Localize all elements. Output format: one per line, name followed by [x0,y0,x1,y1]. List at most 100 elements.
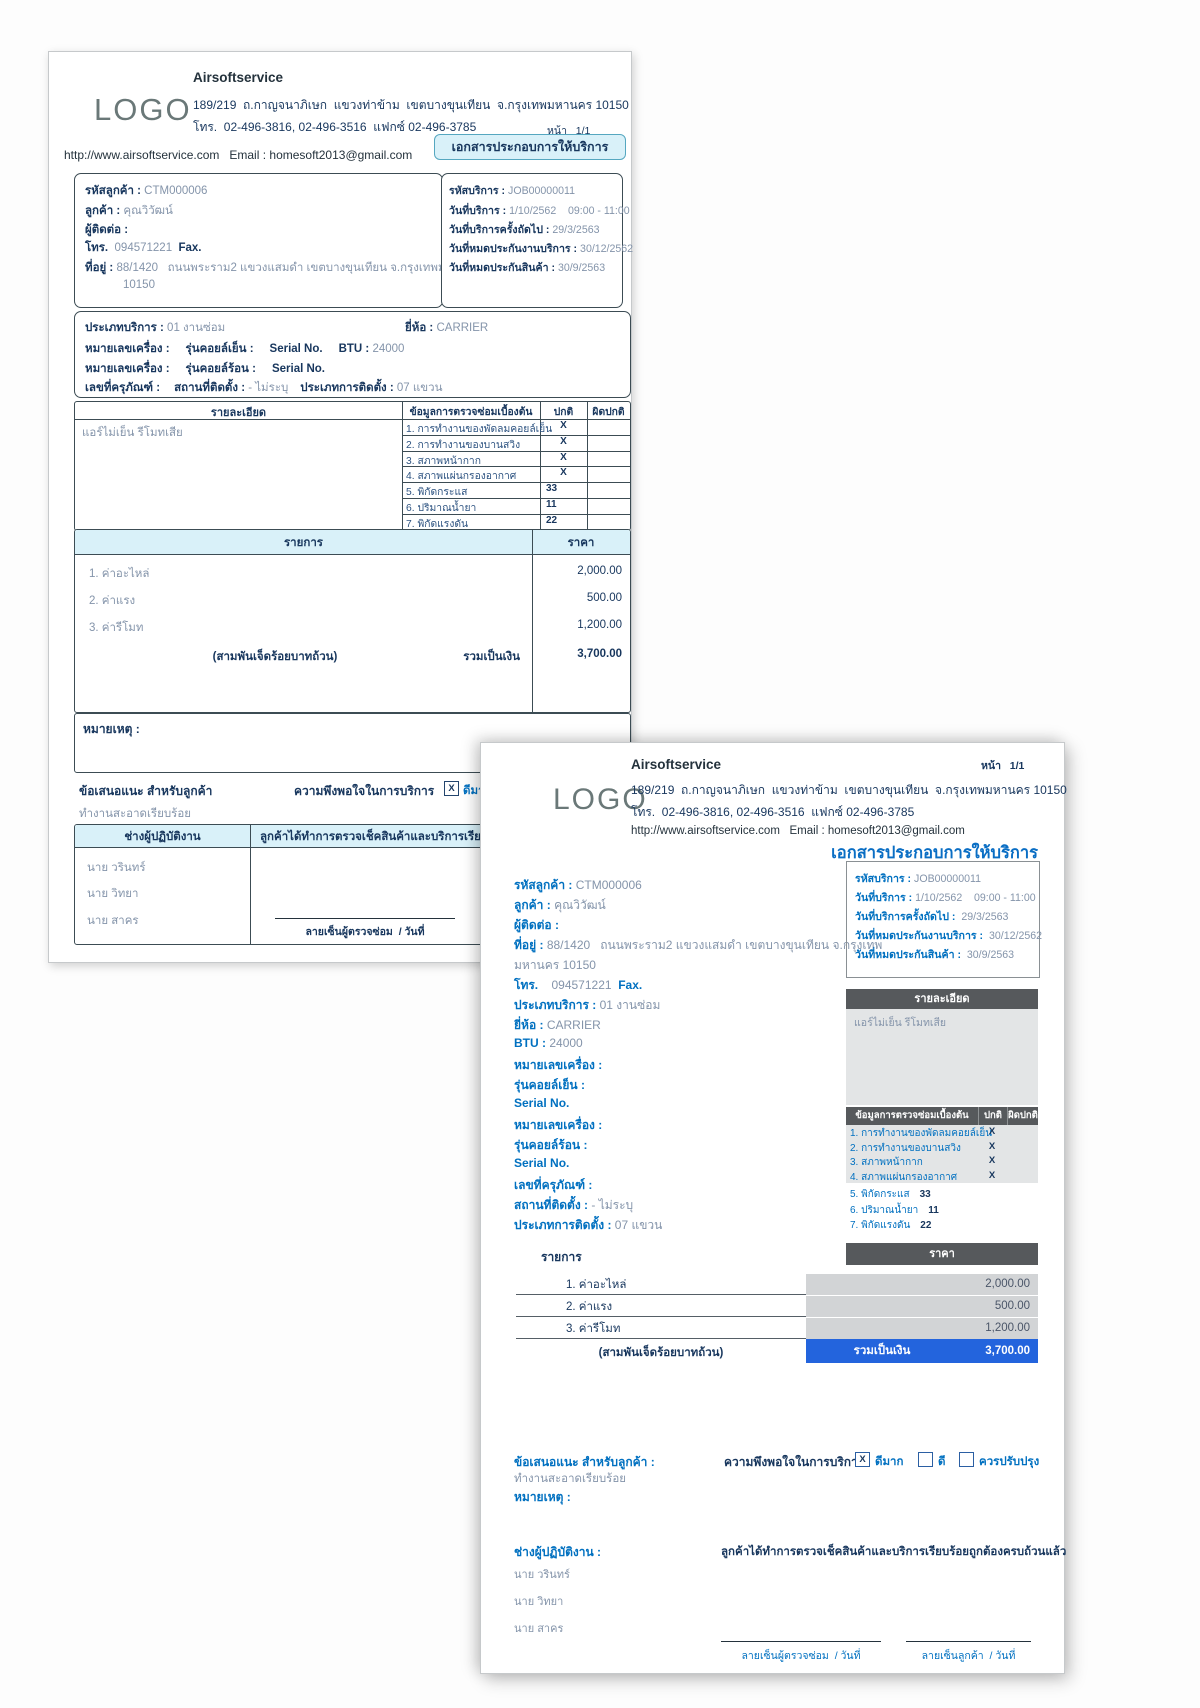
checklist-row-label: 6. ปริมาณน้ำยา [850,1204,919,1216]
checkbox-excellent: X [855,1452,870,1467]
machine-info-box: ประเภทบริการ : 01 งานซ่อม ยี่ห้อ : CARRI… [74,311,631,398]
checklist-row: 3. สภาพหน้ากาก X [402,451,630,468]
goods-warranty-label: วันที่หมดประกันสินค้า : [855,949,961,961]
option-improve-label: ควรปรับปรุง [979,1456,1040,1468]
machine-no-label-2: หมายเลขเครื่อง : [85,363,170,375]
technician-signature-line [721,1641,881,1642]
install-type-value: 07 แขวน [396,382,443,394]
asset-line: เลขที่ครุภัณฑ์ : สถานที่ติดตั้ง : - ไม่ระ… [85,379,442,397]
customer-confirm-text: ลูกค้าได้ทำการตรวจเช็คสินค้าและบริการเรี… [721,1546,1067,1558]
total-amount: 3,700.00 [985,1345,1030,1357]
hot-coil-line: หมายเลขเครื่อง : รุ่นคอยล์ร้อน : Serial No… [85,360,325,378]
checklist-row-label: 3. สภาพหน้ากาก [406,455,481,467]
total-in-words: (สามพันเจ็ดร้อยบาทถ้วน) [598,1347,724,1359]
suggestion-label: ข้อเสนอแนะ สำหรับลูกค้า [79,784,213,798]
field-label: Serial No. [514,1096,570,1110]
company-address: 189/219 ถ.กาญจนาภิเษก แขวงท่าข้าม เขตบาง… [193,98,629,112]
field-label: ประเภทการติดตั้ง : [514,1218,612,1232]
field-label: ลูกค้า : [514,898,551,912]
check-column-header: ข้อมูลการตรวจซ่อมเบื้องต้น [846,1107,979,1125]
item-price: 1,200.00 [577,619,622,631]
checklist-row-value: X [988,1126,996,1137]
field-label: หมายเลขเครื่อง : [514,1118,603,1132]
next-service-value: 29/3/2563 [552,224,600,236]
goods-warranty-value: 30/9/2563 [966,949,1015,961]
technician-name: นาย สาคร [514,1623,564,1635]
checklist-row-label: 7. พิกัดแรงดัน [406,518,469,530]
hot-coil-label: รุ่นคอยล์ร้อน : [185,363,256,375]
total-in-words: (สามพันเจ็ดร้อยบาทถ้วน) [212,651,338,663]
field-label: Serial No. [514,1156,570,1170]
field-value: 07 แขวน [614,1218,663,1232]
service-type: ประเภทบริการ : 01 งานซ่อม [514,996,660,1015]
checklist-row-label: 5. พิกัดกระแส [406,487,468,499]
suggestion-label: ข้อเสนอแนะ สำหรับลูกค้า : [514,1455,655,1469]
field-value: 24000 [549,1036,583,1050]
checklist-row-label: 1. การทำงานของพัดลมคอยล์เย็น [850,1128,993,1139]
brand-value: CARRIER [436,322,489,334]
checklist-row-value: X [560,435,567,447]
table-divider [250,825,251,944]
service-warranty-value: 30/12/2562 [988,930,1043,942]
items-table: รายการ ราคา 1. ค่าอะไหล่ 2,000.00 2. ค่า… [74,529,631,713]
company-name: Airsoftservice [631,757,722,772]
field-label: โทร. [514,978,539,992]
service-warranty-label: วันที่หมดประกันงานบริการ : [855,930,984,942]
table-divider [402,402,403,530]
checklist-row: 1. การทำงานของพัดลมคอยล์เย็น X [846,1125,1038,1140]
service-warranty-value: 30/12/2562 [580,243,634,255]
next-service-date: วันที่บริการครั้งถัดไป : 29/3/2563 [855,908,1008,925]
technician-signature-label: ลายเซ็นผู้ตรวจซ่อม / วันที่ [305,926,425,938]
cold-coil: รุ่นคอยล์เย็น : [514,1076,585,1095]
table-divider [75,419,630,420]
item-name: 3. ค่ารีโมท [566,1323,621,1335]
field-label: รุ่นคอยล์เย็น : [514,1078,585,1092]
customer-name: ลูกค้า : คุณวิวัฒน์ [85,202,173,220]
company-logo: LOGO [94,92,192,127]
checklist-row-label: 2. การทำงานของบานสวิง [406,439,521,451]
checklist-row-value: 11 [546,499,557,510]
total-label: รวมเป็นเงิน [463,651,520,663]
abnormal-column-header: ผิดปกติ [1008,1110,1038,1121]
customer-address-line2: 10150 [123,279,155,291]
company-address: 189/219 ถ.กาญจนาภิเษก แขวงท่าข้าม เขตบาง… [631,783,1067,797]
table-divider [540,402,541,530]
field-label: ประเภทบริการ : [514,998,597,1012]
machine-no-label: หมายเลขเครื่อง : [85,343,170,355]
problem-description: แอร์ไม่เย็น รีโมทเสีย [82,427,183,439]
document-title-badge: เอกสารประกอบการให้บริการ [434,134,626,160]
normal-column-header: ปกติ [979,1107,1008,1125]
service-date-value: 1/10/2562 09:00 - 11:00 [509,205,630,217]
checklist-row-value: X [988,1155,996,1166]
checklist-row: 5. พิกัดกระแส 33 [850,1187,931,1202]
technician-column-header: ช่างผู้ปฏิบัติงาน [124,831,201,843]
company-logo: LOGO [553,783,648,816]
serial-label-2: Serial No. [271,363,326,375]
checklist-row: 6. ปริมาณน้ำยา 11 [850,1203,939,1218]
price-column-header: ราคา [567,537,595,549]
checklist-row-value: 11 [928,1204,939,1216]
field-label: BTU : [514,1036,546,1050]
checkbox-improve [959,1452,974,1467]
checklist-row-value: 33 [546,483,558,495]
table-divider [587,402,588,530]
items-header-row: รายการ ราคา [75,530,630,555]
service-type-label: ประเภทบริการ : [85,322,164,334]
price-column-header: ราคา [846,1243,1038,1265]
checklist-row-value: X [560,420,567,431]
customer-address-2: 10150 [123,279,155,291]
field-value: CTM000006 [575,878,642,892]
check-column-header: ข้อมูลการตรวจซ่อมเบื้องต้น [409,407,533,418]
customer-phone: โทร. 094571221 Fax. [514,976,642,995]
checklist-row-value: X [988,1169,996,1181]
company-web-email: http://www.airsoftservice.com Email : ho… [631,825,965,837]
brand: ยี่ห้อ : CARRIER [405,319,488,337]
service-info-box: รหัสบริการ : JOB00000011 วันที่บริการ : … [441,173,633,308]
technician-name: นาย วิทยา [87,888,139,900]
checklist-row: 4. สภาพแผ่นกรองอากาศ X [846,1168,1038,1183]
customer-contact-label: ผู้ติดต่อ : [85,224,129,236]
field-value: คุณวิวัฒน์ [554,898,606,912]
checklist-row-value: X [560,451,567,463]
service-date: วันที่บริการ : 1/10/2562 09:00 - 11:00 [855,889,1036,906]
install-type: ประเภทการติดตั้ง : 07 แขวน [514,1216,662,1235]
